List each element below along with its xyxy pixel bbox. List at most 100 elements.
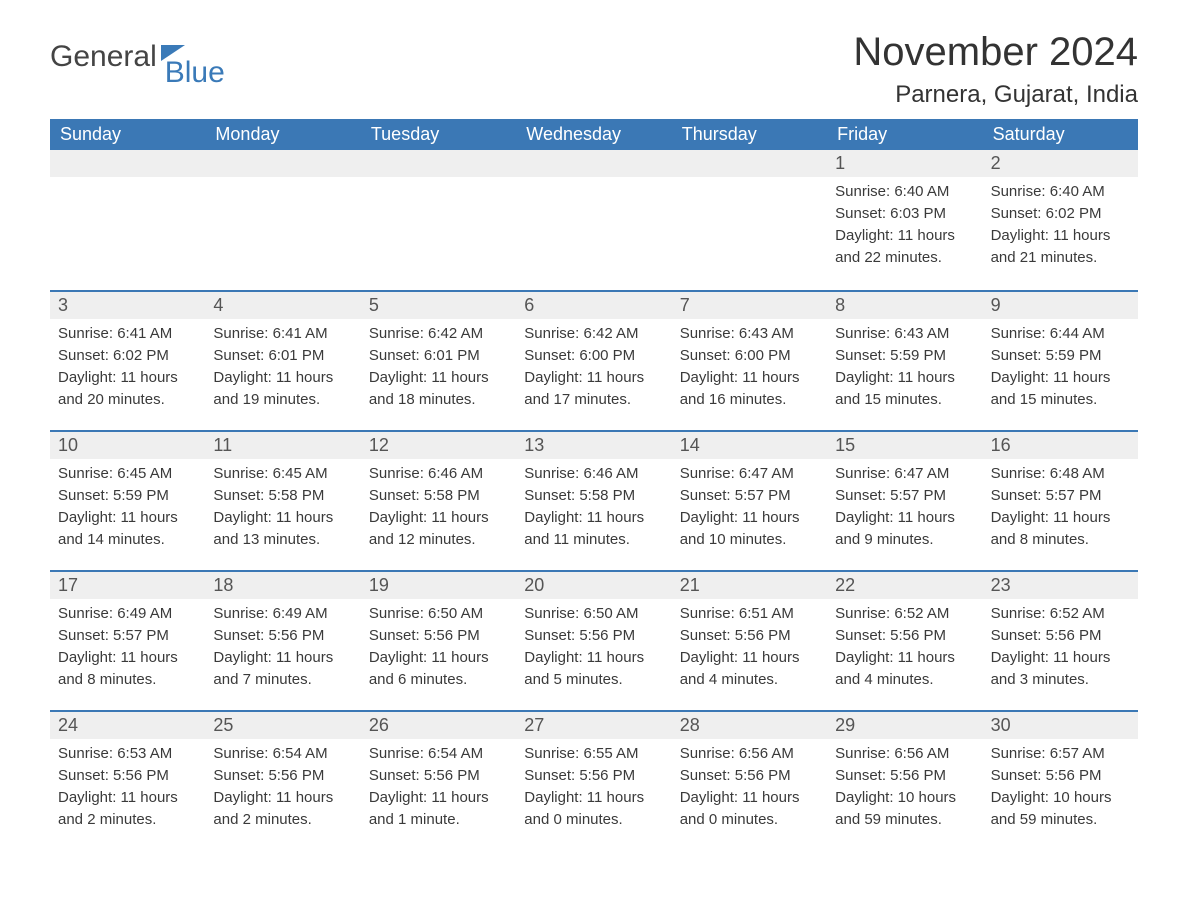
day-number: 17 xyxy=(50,572,205,599)
sunset-text: Sunset: 5:56 PM xyxy=(680,765,819,786)
daylight1-text: Daylight: 10 hours xyxy=(835,787,974,808)
day-cell: 4Sunrise: 6:41 AMSunset: 6:01 PMDaylight… xyxy=(205,292,360,430)
sunrise-text: Sunrise: 6:41 AM xyxy=(213,323,352,344)
daylight2-text: and 8 minutes. xyxy=(58,669,197,690)
sunset-text: Sunset: 5:57 PM xyxy=(835,485,974,506)
daylight1-text: Daylight: 11 hours xyxy=(680,647,819,668)
sunset-text: Sunset: 5:58 PM xyxy=(524,485,663,506)
daylight1-text: Daylight: 11 hours xyxy=(991,647,1130,668)
sunrise-text: Sunrise: 6:46 AM xyxy=(369,463,508,484)
day-number: 11 xyxy=(205,432,360,459)
day-number xyxy=(205,150,360,177)
weekday-sat: Saturday xyxy=(983,119,1138,150)
day-cell: 8Sunrise: 6:43 AMSunset: 5:59 PMDaylight… xyxy=(827,292,982,430)
daylight2-text: and 21 minutes. xyxy=(991,247,1130,268)
sunset-text: Sunset: 5:59 PM xyxy=(835,345,974,366)
header: General Blue November 2024 xyxy=(50,30,1138,75)
weekday-mon: Monday xyxy=(205,119,360,150)
sunrise-text: Sunrise: 6:56 AM xyxy=(680,743,819,764)
sunrise-text: Sunrise: 6:45 AM xyxy=(213,463,352,484)
sunset-text: Sunset: 6:00 PM xyxy=(524,345,663,366)
sunset-text: Sunset: 5:58 PM xyxy=(213,485,352,506)
day-number: 21 xyxy=(672,572,827,599)
brand-part1: General xyxy=(50,40,157,74)
day-info: Sunrise: 6:55 AMSunset: 5:56 PMDaylight:… xyxy=(516,743,671,841)
sunrise-text: Sunrise: 6:46 AM xyxy=(524,463,663,484)
daylight2-text: and 4 minutes. xyxy=(680,669,819,690)
daylight1-text: Daylight: 11 hours xyxy=(369,367,508,388)
calendar: Sunday Monday Tuesday Wednesday Thursday… xyxy=(50,119,1138,850)
sunrise-text: Sunrise: 6:52 AM xyxy=(991,603,1130,624)
sunset-text: Sunset: 5:56 PM xyxy=(835,765,974,786)
day-cell: 13 Sunrise: 6:46 AMSunset: 5:58 PMDayligh… xyxy=(516,432,671,570)
day-number: 30 xyxy=(983,712,1138,739)
daylight1-text: Daylight: 11 hours xyxy=(58,507,197,528)
sunset-text: Sunset: 6:03 PM xyxy=(835,203,974,224)
sunset-text: Sunset: 5:56 PM xyxy=(58,765,197,786)
daylight2-text: and 13 minutes. xyxy=(213,529,352,550)
sunset-text: Sunset: 6:02 PM xyxy=(58,345,197,366)
day-info: Sunrise: 6:52 AMSunset: 5:56 PMDaylight:… xyxy=(983,603,1138,701)
day-info: Sunrise: 6:46 AMSunset: 5:58 PMDaylight:… xyxy=(361,463,516,561)
sunrise-text: Sunrise: 6:52 AM xyxy=(835,603,974,624)
sunset-text: Sunset: 5:57 PM xyxy=(991,485,1130,506)
day-number: 1 xyxy=(827,150,982,177)
sunrise-text: Sunrise: 6:44 AM xyxy=(991,323,1130,344)
day-cell: 6 Sunrise: 6:42 AMSunset: 6:00 PMDaylight… xyxy=(516,292,671,430)
day-info: Sunrise: 6:52 AMSunset: 5:56 PMDaylight:… xyxy=(827,603,982,701)
sunset-text: Sunset: 5:56 PM xyxy=(213,765,352,786)
week-row: 10 Sunrise: 6:45 AMSunset: 5:59 PMDayligh… xyxy=(50,430,1138,570)
day-number: 13 xyxy=(516,432,671,459)
sunrise-text: Sunrise: 6:54 AM xyxy=(213,743,352,764)
weekday-wed: Wednesday xyxy=(516,119,671,150)
day-cell xyxy=(205,150,360,290)
day-number: 27 xyxy=(516,712,671,739)
day-number xyxy=(672,150,827,177)
daylight1-text: Daylight: 11 hours xyxy=(524,647,663,668)
day-number xyxy=(361,150,516,177)
sunrise-text: Sunrise: 6:40 AM xyxy=(835,181,974,202)
daylight1-text: Daylight: 11 hours xyxy=(524,507,663,528)
sunset-text: Sunset: 5:57 PM xyxy=(680,485,819,506)
day-info: Sunrise: 6:44 AMSunset: 5:59 PMDaylight:… xyxy=(983,323,1138,421)
sunrise-text: Sunrise: 6:53 AM xyxy=(58,743,197,764)
day-number: 8 xyxy=(827,292,982,319)
day-cell: 9Sunrise: 6:44 AMSunset: 5:59 PMDaylight… xyxy=(983,292,1138,430)
day-cell: 18Sunrise: 6:49 AMSunset: 5:56 PMDayligh… xyxy=(205,572,360,710)
day-number: 4 xyxy=(205,292,360,319)
week-row: 24Sunrise: 6:53 AMSunset: 5:56 PMDayligh… xyxy=(50,710,1138,850)
day-number: 22 xyxy=(827,572,982,599)
day-number: 6 xyxy=(516,292,671,319)
day-cell: 23Sunrise: 6:52 AMSunset: 5:56 PMDayligh… xyxy=(983,572,1138,710)
daylight2-text: and 0 minutes. xyxy=(524,809,663,830)
day-number xyxy=(516,150,671,177)
day-number: 10 xyxy=(50,432,205,459)
day-info: Sunrise: 6:42 AMSunset: 6:00 PMDaylight:… xyxy=(516,323,671,421)
daylight1-text: Daylight: 11 hours xyxy=(369,507,508,528)
daylight1-text: Daylight: 11 hours xyxy=(680,787,819,808)
day-cell: 20Sunrise: 6:50 AMSunset: 5:56 PMDayligh… xyxy=(516,572,671,710)
day-info: Sunrise: 6:54 AMSunset: 5:56 PMDaylight:… xyxy=(361,743,516,841)
sunset-text: Sunset: 5:56 PM xyxy=(369,625,508,646)
sunset-text: Sunset: 6:01 PM xyxy=(369,345,508,366)
day-info: Sunrise: 6:50 AMSunset: 5:56 PMDaylight:… xyxy=(516,603,671,701)
page-title: November 2024 xyxy=(853,30,1138,75)
day-info: Sunrise: 6:45 AMSunset: 5:59 PMDaylight:… xyxy=(50,463,205,561)
sunrise-text: Sunrise: 6:49 AM xyxy=(213,603,352,624)
day-cell: 25Sunrise: 6:54 AMSunset: 5:56 PMDayligh… xyxy=(205,712,360,850)
day-cell: 2Sunrise: 6:40 AMSunset: 6:02 PMDaylight… xyxy=(983,150,1138,290)
day-cell: 24Sunrise: 6:53 AMSunset: 5:56 PMDayligh… xyxy=(50,712,205,850)
daylight1-text: Daylight: 11 hours xyxy=(213,367,352,388)
day-info: Sunrise: 6:49 AMSunset: 5:57 PMDaylight:… xyxy=(50,603,205,701)
day-cell: 22 Sunrise: 6:52 AMSunset: 5:56 PMDayligh… xyxy=(827,572,982,710)
sunrise-text: Sunrise: 6:50 AM xyxy=(524,603,663,624)
sunset-text: Sunset: 5:56 PM xyxy=(369,765,508,786)
daylight1-text: Daylight: 11 hours xyxy=(680,507,819,528)
weeks-container: 1 Sunrise: 6:40 AMSunset: 6:03 PM Daylight… xyxy=(50,150,1138,850)
day-info: Sunrise: 6:57 AMSunset: 5:56 PMDaylight:… xyxy=(983,743,1138,841)
sunset-text: Sunset: 5:56 PM xyxy=(991,765,1130,786)
day-cell xyxy=(516,150,671,290)
sunrise-text: Sunrise: 6:42 AM xyxy=(524,323,663,344)
daylight2-text: and 19 minutes. xyxy=(213,389,352,410)
daylight1-text: Daylight: 11 hours xyxy=(213,507,352,528)
